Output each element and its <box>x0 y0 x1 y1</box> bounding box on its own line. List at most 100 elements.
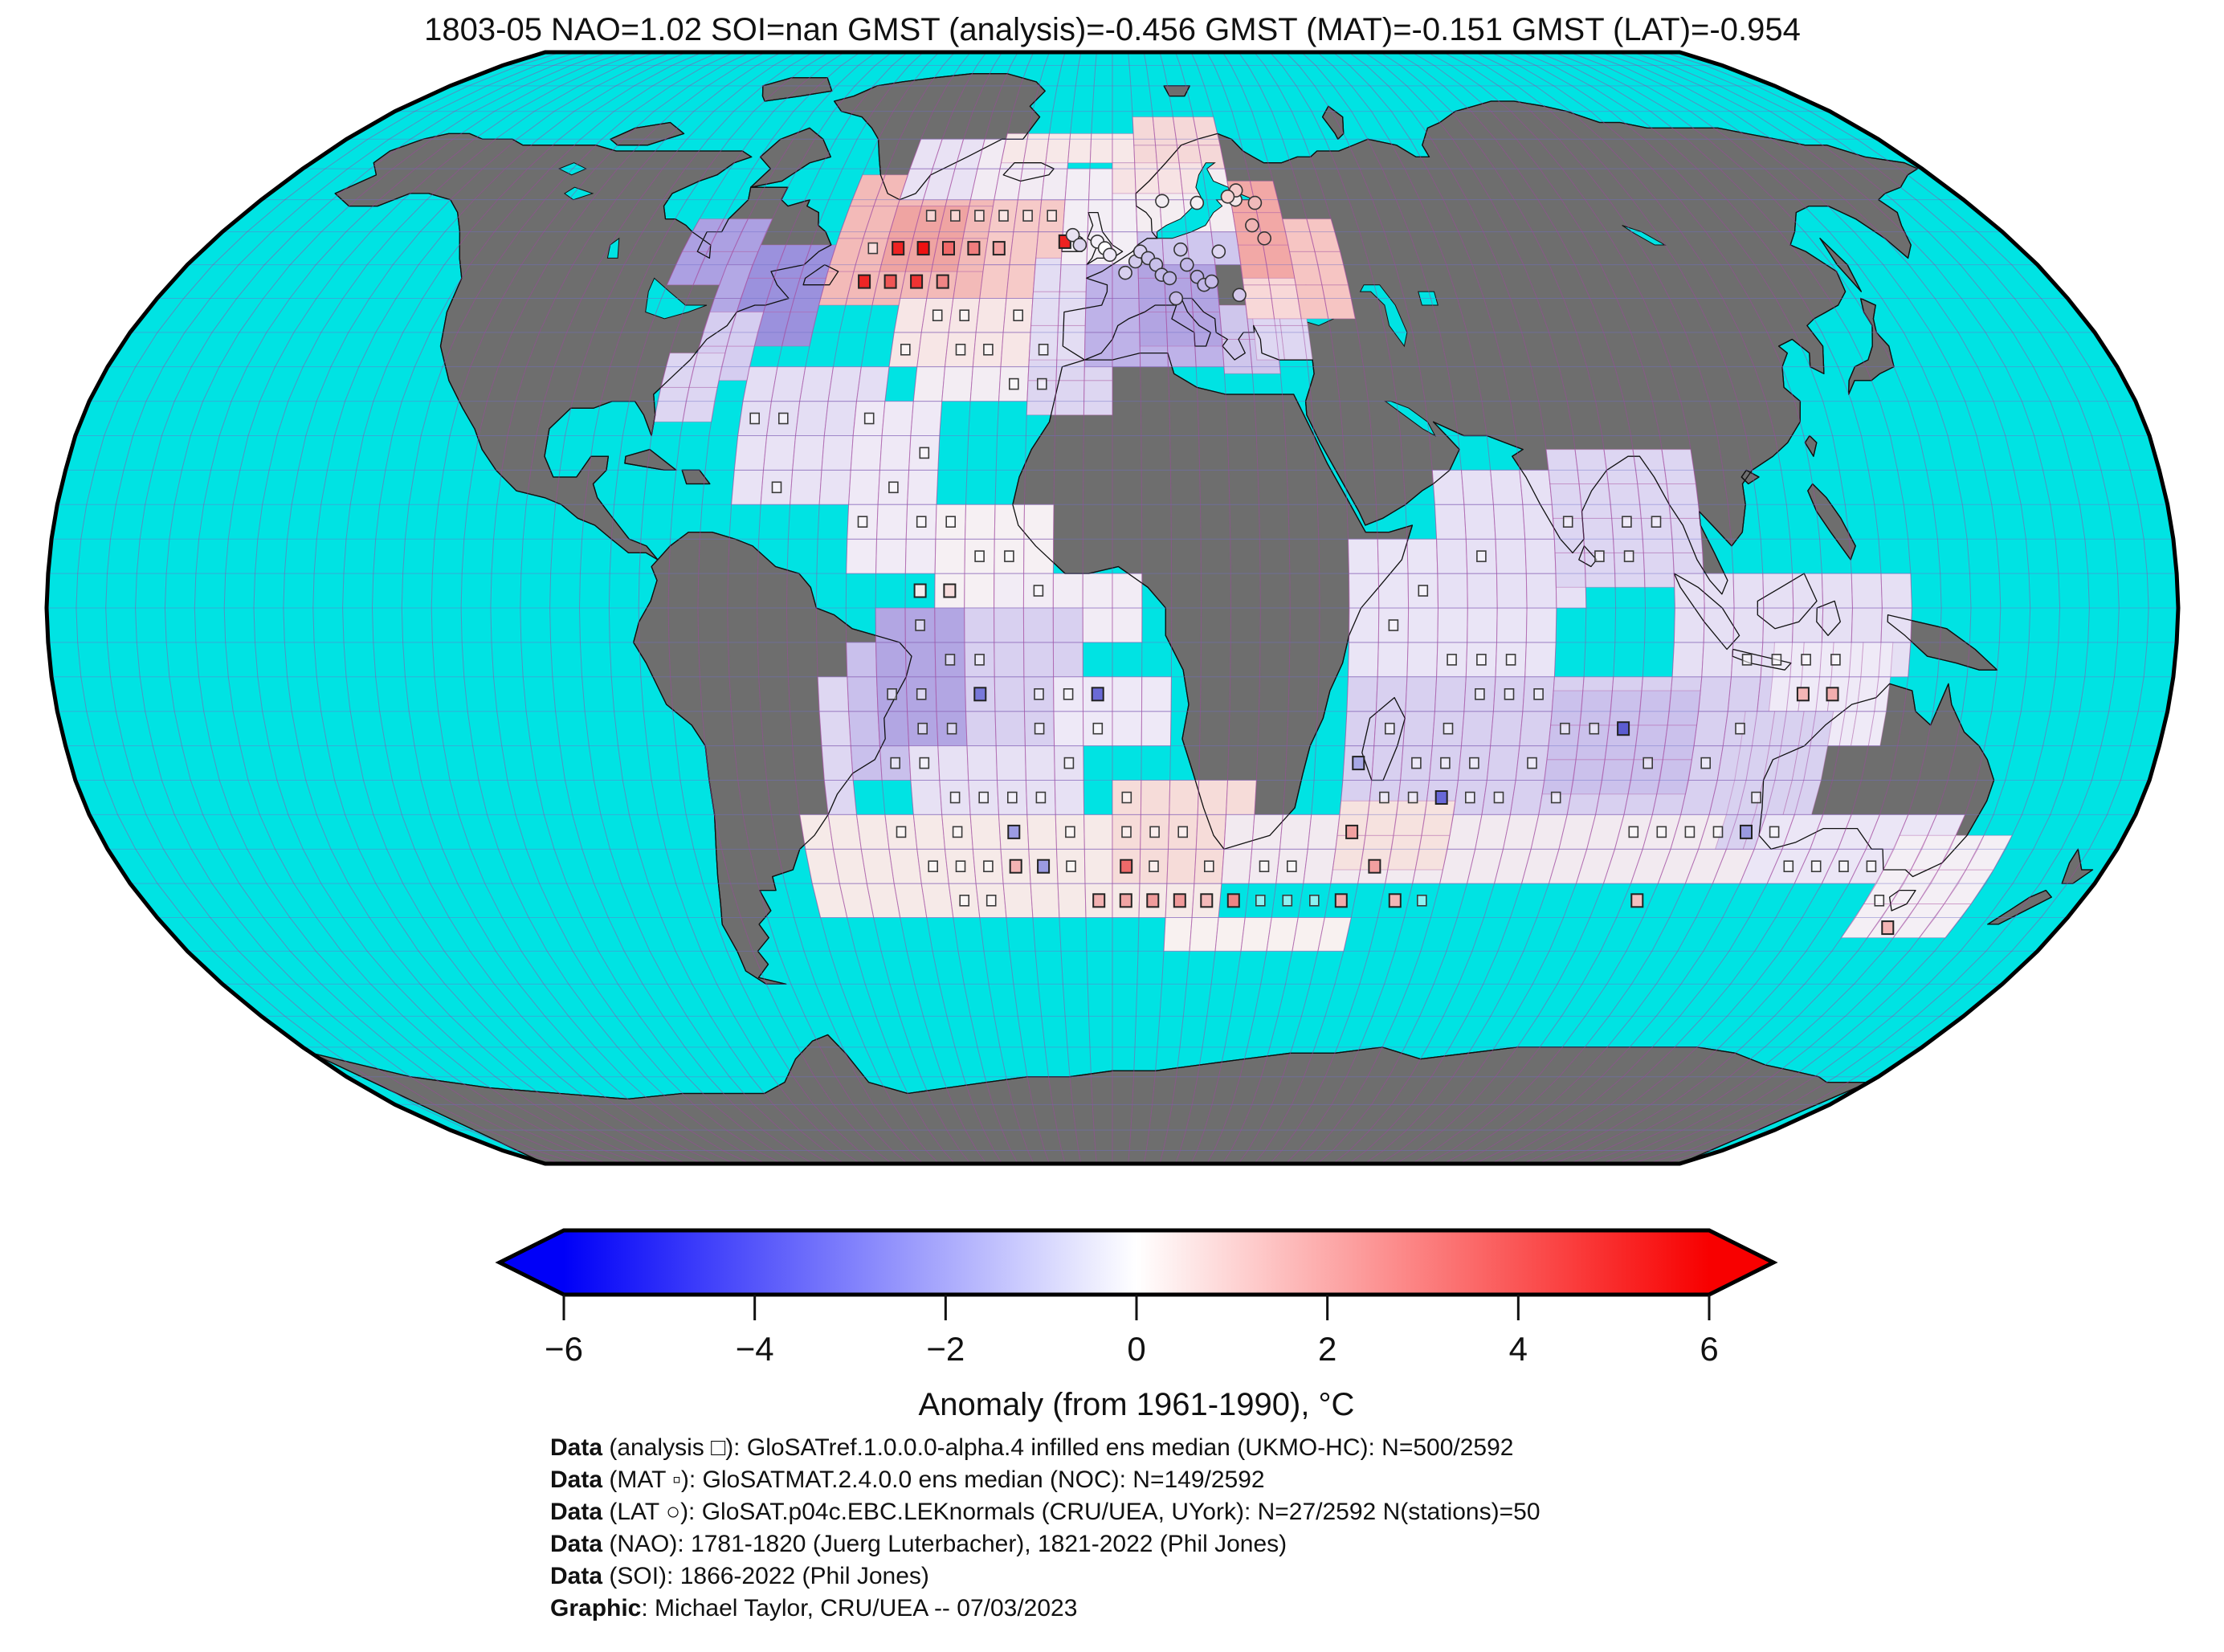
anomaly-cell <box>1082 573 1113 609</box>
anomaly-cell <box>1375 676 1408 712</box>
footer-prefix: Graphic <box>550 1595 641 1621</box>
footer-line-nao: Data (NAO): 1781-1820 (Juerg Luterbacher… <box>550 1531 1287 1557</box>
meridian-line <box>1332 51 1528 1165</box>
coastline <box>1012 352 1414 850</box>
analysis-marker <box>896 826 907 838</box>
anomaly-cell <box>1791 745 1829 781</box>
footer-text: (NAO): 1781-1820 (Juerg Luterbacher), 18… <box>602 1531 1287 1557</box>
anomaly-cell <box>1437 573 1468 609</box>
analysis-marker <box>1063 687 1074 700</box>
analysis-marker <box>1476 654 1487 666</box>
mat-marker <box>992 241 1006 256</box>
coastline <box>1848 297 1895 395</box>
mat-marker <box>1434 790 1448 805</box>
anomaly-cell <box>1638 690 1672 726</box>
anomaly-cell <box>1821 573 1854 609</box>
coastline <box>1163 85 1190 97</box>
colorbar-tick-label: −4 <box>736 1330 774 1368</box>
meridian-line <box>934 51 1018 1165</box>
analysis-marker <box>1810 860 1822 872</box>
anomaly-cell <box>1377 573 1410 609</box>
anomaly-cell <box>823 401 858 436</box>
anomaly-cell <box>731 469 765 505</box>
meridian-line <box>1411 51 1675 1165</box>
anomaly-cell <box>1064 168 1091 201</box>
analysis-marker <box>1443 722 1454 735</box>
anomaly-cell <box>1490 469 1524 505</box>
anomaly-cell <box>1661 449 1696 484</box>
analysis-marker <box>1769 826 1780 838</box>
anomaly-cell <box>1141 676 1172 712</box>
analysis-marker <box>916 687 927 700</box>
anomaly-cell <box>1666 483 1700 519</box>
footer-annotations: Data (analysis □): GloSATref.1.0.0.0-alp… <box>550 1434 1540 1621</box>
anomaly-cell <box>1307 814 1341 850</box>
analysis-marker <box>1121 826 1132 838</box>
coastline <box>1887 614 1998 671</box>
analysis-marker <box>1038 343 1049 356</box>
meridian-line <box>223 51 640 1165</box>
lake <box>1622 225 1667 246</box>
meridian-line <box>1254 51 1380 1165</box>
meridian-line <box>1238 51 1350 1165</box>
anomaly-cell <box>966 745 998 781</box>
analysis-marker <box>932 309 943 322</box>
anomaly-cell <box>817 676 850 712</box>
anomaly-cell <box>821 435 854 471</box>
anomaly-cell <box>846 642 878 678</box>
anomaly-cell <box>1251 814 1283 850</box>
analysis-marker <box>1783 860 1794 872</box>
mat-marker <box>1881 920 1895 936</box>
anomaly-cell <box>1221 848 1253 884</box>
meridian-line <box>1632 51 2090 1165</box>
anomaly-cell <box>1581 517 1615 553</box>
anomaly-cell <box>1195 814 1227 850</box>
anomaly-cell <box>792 435 825 471</box>
anomaly-cell <box>1603 449 1638 484</box>
coastline <box>1816 600 1841 636</box>
mat-marker <box>1146 893 1160 908</box>
anomaly-cell <box>1671 642 1704 678</box>
anomaly-cell <box>1189 917 1219 952</box>
anomaly-cell <box>1792 607 1824 643</box>
analysis-marker <box>1007 791 1018 804</box>
analysis-marker <box>1838 860 1849 872</box>
analysis-marker <box>1009 377 1019 390</box>
anomaly-cell <box>888 848 922 884</box>
analysis-marker <box>1622 516 1632 528</box>
analysis-marker <box>955 343 966 356</box>
analysis-marker <box>1589 722 1600 735</box>
footer-text: : Michael Taylor, CRU/UEA -- 07/03/2023 <box>641 1595 1077 1621</box>
mat-marker <box>1173 893 1186 908</box>
analysis-marker <box>1065 826 1075 838</box>
anomaly-cell <box>941 366 973 402</box>
anomaly-cell <box>1642 552 1675 588</box>
colorbar-ticks: −6 −4 −2 0 2 4 6 <box>545 1295 1719 1368</box>
anomaly-cell <box>1062 199 1090 233</box>
anomaly-cell <box>1524 642 1557 678</box>
analysis-marker <box>952 826 963 838</box>
footer-prefix: Data <box>550 1499 602 1525</box>
coastline <box>802 263 839 286</box>
anomaly-cell <box>1495 538 1527 574</box>
analysis-marker <box>1033 585 1044 597</box>
anomaly-cell <box>1052 573 1083 609</box>
analysis-marker <box>955 860 966 872</box>
anomaly-cell <box>1026 814 1058 850</box>
anomaly-cell <box>1009 231 1039 266</box>
coastline <box>681 469 711 485</box>
anomaly-cell <box>1087 199 1113 233</box>
anomaly-cell <box>1054 780 1085 815</box>
meridian-line <box>1159 51 1202 1165</box>
anomaly-cell <box>1524 538 1557 574</box>
mat-marker <box>936 274 949 289</box>
meridian-line <box>1269 51 1410 1165</box>
footer-line-lat: Data (LAT ○): GloSAT.p04c.EBC.LEKnormals… <box>550 1499 1540 1525</box>
anomaly-cell <box>1496 573 1528 609</box>
analysis-marker <box>998 210 1009 222</box>
anomaly-cell <box>1022 607 1054 643</box>
anomaly-cell <box>1550 690 1584 726</box>
anomaly-cell <box>1221 339 1253 374</box>
anomaly-cell <box>1083 332 1113 368</box>
lat-marker <box>1065 227 1080 243</box>
